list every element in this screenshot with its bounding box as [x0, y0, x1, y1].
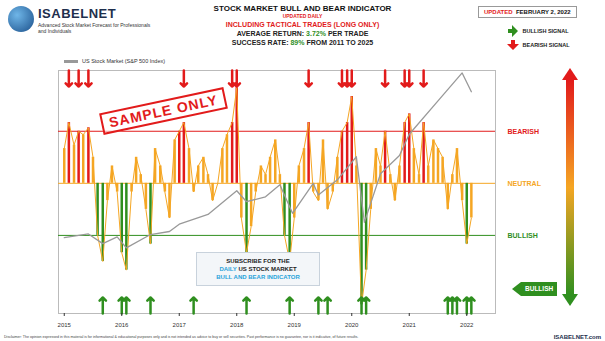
html-text:BEARISH SIGNAL: BEARISH SIGNAL — [521, 42, 570, 48]
html-text:DAILY US STOCK MARKET: DAILY US STOCK MARKET — [219, 266, 297, 272]
svg-text:2020: 2020 — [345, 322, 359, 328]
html-text:BULLISH: BULLISH — [525, 285, 554, 292]
html-text:UPDATED FEBRUARY 2, 2022: UPDATED FEBRUARY 2, 2022 — [484, 9, 571, 15]
html-text:Disclaimer: The opinion expres: Disclaimer: The opinion expressed in thi… — [4, 335, 359, 339]
html-text:BULLISH SIGNAL: BULLISH SIGNAL — [521, 28, 569, 34]
html-text:STOCK MARKET BULL AND BEAR IND: STOCK MARKET BULL AND BEAR INDICATOR — [213, 4, 392, 13]
html-text:ISABELNET: ISABELNET — [38, 6, 117, 21]
svg-text:2016: 2016 — [115, 322, 129, 328]
svg-text:BULLISH: BULLISH — [508, 232, 538, 239]
html-text:BULL AND BEAR INDICATOR: BULL AND BEAR INDICATOR — [216, 274, 300, 280]
svg-text:2021: 2021 — [403, 322, 417, 328]
svg-text:2018: 2018 — [230, 322, 244, 328]
html-text:UPDATED DAILY: UPDATED DAILY — [282, 13, 323, 19]
svg-text:2022: 2022 — [460, 322, 474, 328]
html-text:SUBSCRIBE FOR THE: SUBSCRIBE FOR THE — [226, 258, 290, 264]
html-text:US Stock Market (S&P 500 Index: US Stock Market (S&P 500 Index) — [82, 58, 165, 64]
svg-text:NEUTRAL: NEUTRAL — [508, 180, 542, 187]
svg-text:2017: 2017 — [173, 322, 187, 328]
html-text:SAMPLE ONLY: SAMPLE ONLY — [107, 91, 220, 131]
svg-text:BEARISH: BEARISH — [508, 127, 540, 134]
html-text:Advanced Stock Market Forecast: Advanced Stock Market Forecast for Profe… — [38, 22, 151, 34]
html-text:ISABELNET.com: ISABELNET.com — [553, 334, 601, 340]
html-text:INCLUDING TACTICAL TRADES (LON: INCLUDING TACTICAL TRADES (LONG ONLY) — [225, 21, 380, 28]
svg-text:2019: 2019 — [288, 322, 302, 328]
svg-text:2015: 2015 — [58, 322, 72, 328]
html-text:SUCCESS RATE: 89% FROM 2011 TO: SUCCESS RATE: 89% FROM 2011 TO 2025 — [231, 39, 374, 46]
html-text:AVERAGE RETURN: 3.72% PER TRAD: AVERAGE RETURN: 3.72% PER TRADE — [236, 30, 369, 37]
